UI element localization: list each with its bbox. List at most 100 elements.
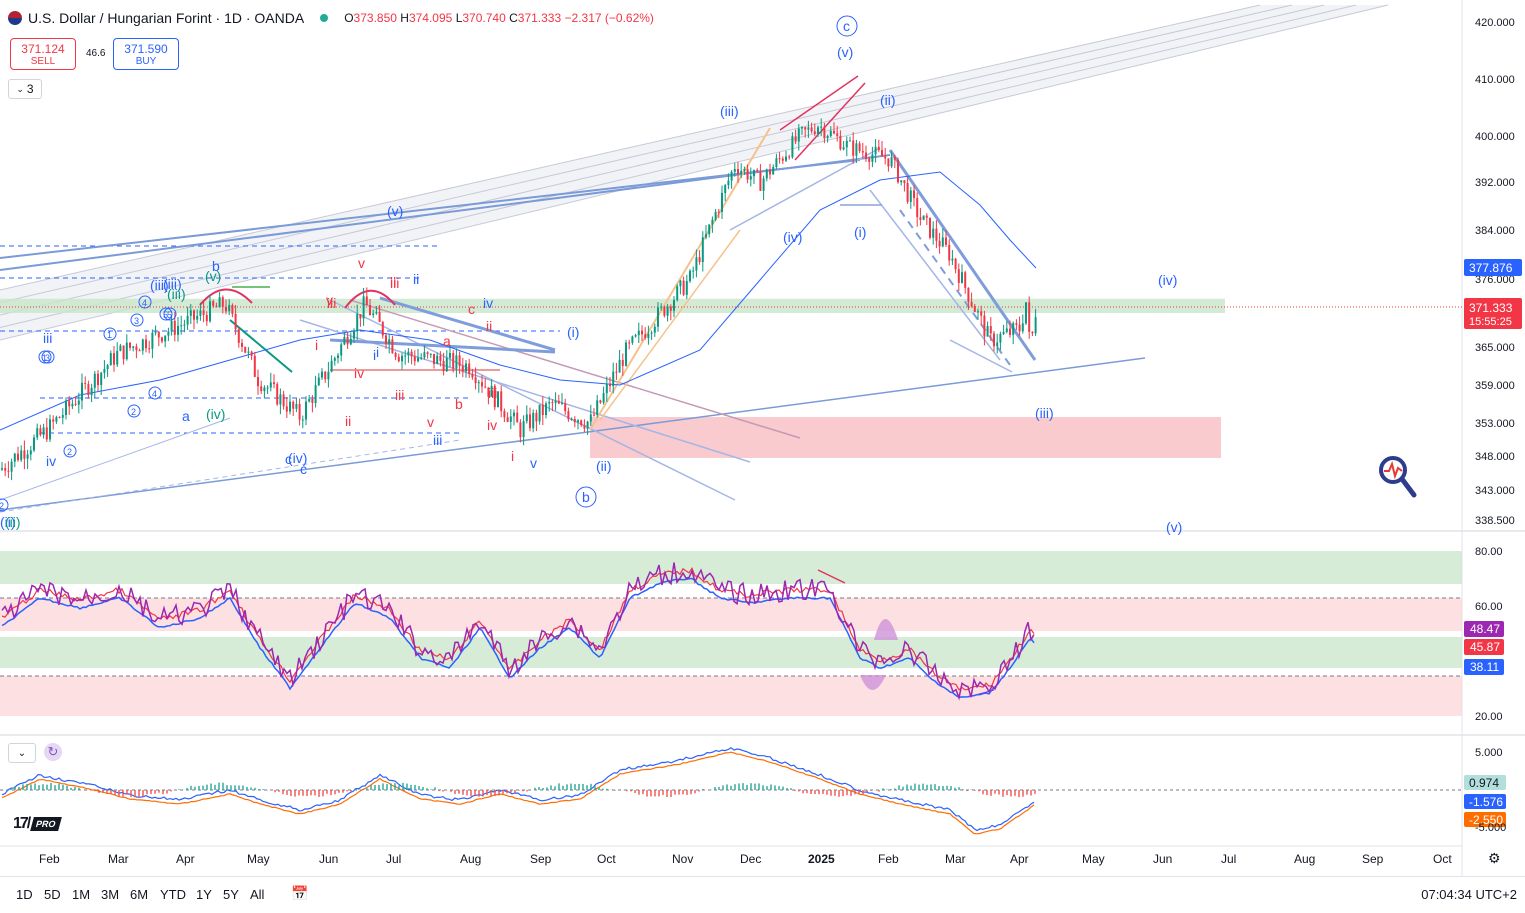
wave-label: a <box>182 408 190 424</box>
wave-label: 2 <box>67 447 72 457</box>
macd-histogram-bar <box>74 787 76 790</box>
calendar-icon[interactable]: 📅 <box>291 885 311 901</box>
range-1m[interactable]: 1M <box>72 887 90 902</box>
candle <box>881 150 883 156</box>
buy-button[interactable]: 371.590 BUY <box>113 38 179 70</box>
candle <box>548 402 550 403</box>
macd-histogram-bar <box>670 790 672 797</box>
candle <box>996 343 998 347</box>
candle <box>820 127 822 128</box>
macd-histogram-bar <box>402 783 404 790</box>
macd-histogram-bar <box>234 785 236 790</box>
price-tick: 338.500 <box>1475 515 1515 527</box>
candle <box>167 331 169 335</box>
candle <box>331 361 333 372</box>
candle <box>855 143 857 155</box>
candle <box>977 311 979 312</box>
candle <box>443 361 445 371</box>
candle <box>311 399 313 403</box>
candle <box>484 386 486 387</box>
macd-histogram-bar <box>1034 790 1036 794</box>
candle <box>212 301 214 306</box>
range-1y[interactable]: 1Y <box>196 887 212 902</box>
macd-histogram-bar <box>754 784 756 790</box>
macd-histogram-bar <box>150 790 152 794</box>
wave-label: (i) <box>567 324 579 340</box>
candle <box>190 310 192 316</box>
candle <box>583 425 585 428</box>
candle <box>887 158 889 166</box>
range-5y[interactable]: 5Y <box>223 887 239 902</box>
candle <box>747 169 749 179</box>
macd-histogram-bar <box>302 790 304 796</box>
magnifier-icon[interactable] <box>1378 455 1418 499</box>
macd-histogram-bar <box>798 790 800 791</box>
candle <box>641 331 643 335</box>
candle <box>833 131 835 134</box>
macd-collapse-button[interactable]: ⌄ <box>8 743 36 763</box>
range-5d[interactable]: 5D <box>44 887 61 902</box>
candle <box>52 419 54 421</box>
range-ytd[interactable]: YTD <box>160 887 186 902</box>
macd-histogram-bar <box>630 790 632 791</box>
macd-histogram-bar <box>98 790 100 793</box>
candle <box>798 128 800 141</box>
macd-histogram-bar <box>122 790 124 797</box>
candle <box>107 365 109 369</box>
candle <box>599 400 601 402</box>
range-all[interactable]: All <box>250 887 264 902</box>
settings-gear-icon[interactable]: ⚙ <box>1488 850 1501 867</box>
trend-line <box>730 148 880 230</box>
candle <box>567 411 569 419</box>
candle <box>980 311 982 315</box>
macd-histogram-bar <box>126 790 128 795</box>
range-6m[interactable]: 6M <box>130 887 148 902</box>
macd-line <box>2 748 1034 831</box>
rsi-tick: 60.00 <box>1475 601 1503 613</box>
sell-button[interactable]: 371.124 SELL <box>10 38 76 70</box>
candle <box>235 314 237 329</box>
macd-histogram-bar <box>410 785 412 790</box>
macd-histogram-bar <box>326 790 328 794</box>
macd-histogram-bar <box>778 786 780 790</box>
symbol-title[interactable]: U.S. Dollar / Hungarian Forint · 1D · OA… <box>28 10 304 26</box>
candle <box>862 151 864 153</box>
macd-histogram-bar <box>918 785 920 790</box>
macd-histogram-bar <box>474 790 476 795</box>
range-3m[interactable]: 3M <box>101 887 119 902</box>
wave-label: iv <box>487 417 497 433</box>
macd-histogram-bar <box>1002 790 1004 797</box>
candle <box>590 415 592 422</box>
candle <box>740 171 742 174</box>
candle <box>135 347 137 351</box>
macd-histogram-bar <box>654 790 656 796</box>
macd-histogram-bar <box>494 790 496 796</box>
refresh-icon[interactable]: ↻ <box>44 743 62 761</box>
candle <box>475 377 477 383</box>
macd-histogram-bar <box>806 790 808 793</box>
candle <box>462 366 464 372</box>
macd-histogram-bar <box>702 789 704 790</box>
range-1d[interactable]: 1D <box>16 887 33 902</box>
candle <box>391 339 393 353</box>
candle <box>84 383 86 384</box>
candle <box>1028 302 1030 332</box>
price-tick: 420.000 <box>1475 17 1515 29</box>
macd-histogram-bar <box>238 785 240 790</box>
macd-histogram-bar <box>946 786 948 790</box>
macd-histogram-bar <box>678 790 680 795</box>
clock-readout[interactable]: 07:04:34 UTC+2 <box>1421 887 1517 902</box>
macd-histogram-bar <box>850 790 852 796</box>
candle <box>225 307 227 311</box>
macd-histogram-bar <box>990 790 992 796</box>
indicators-toggle-button[interactable]: ⌄ 3 <box>8 79 42 99</box>
wave-label: iii <box>390 275 399 291</box>
macd-histogram-bar <box>642 790 644 794</box>
candle <box>417 358 419 362</box>
candle <box>17 454 19 460</box>
macd-histogram-bar <box>570 784 572 790</box>
candle <box>363 296 365 318</box>
wave-label: v <box>358 255 365 271</box>
wave-label: iii <box>395 387 404 403</box>
